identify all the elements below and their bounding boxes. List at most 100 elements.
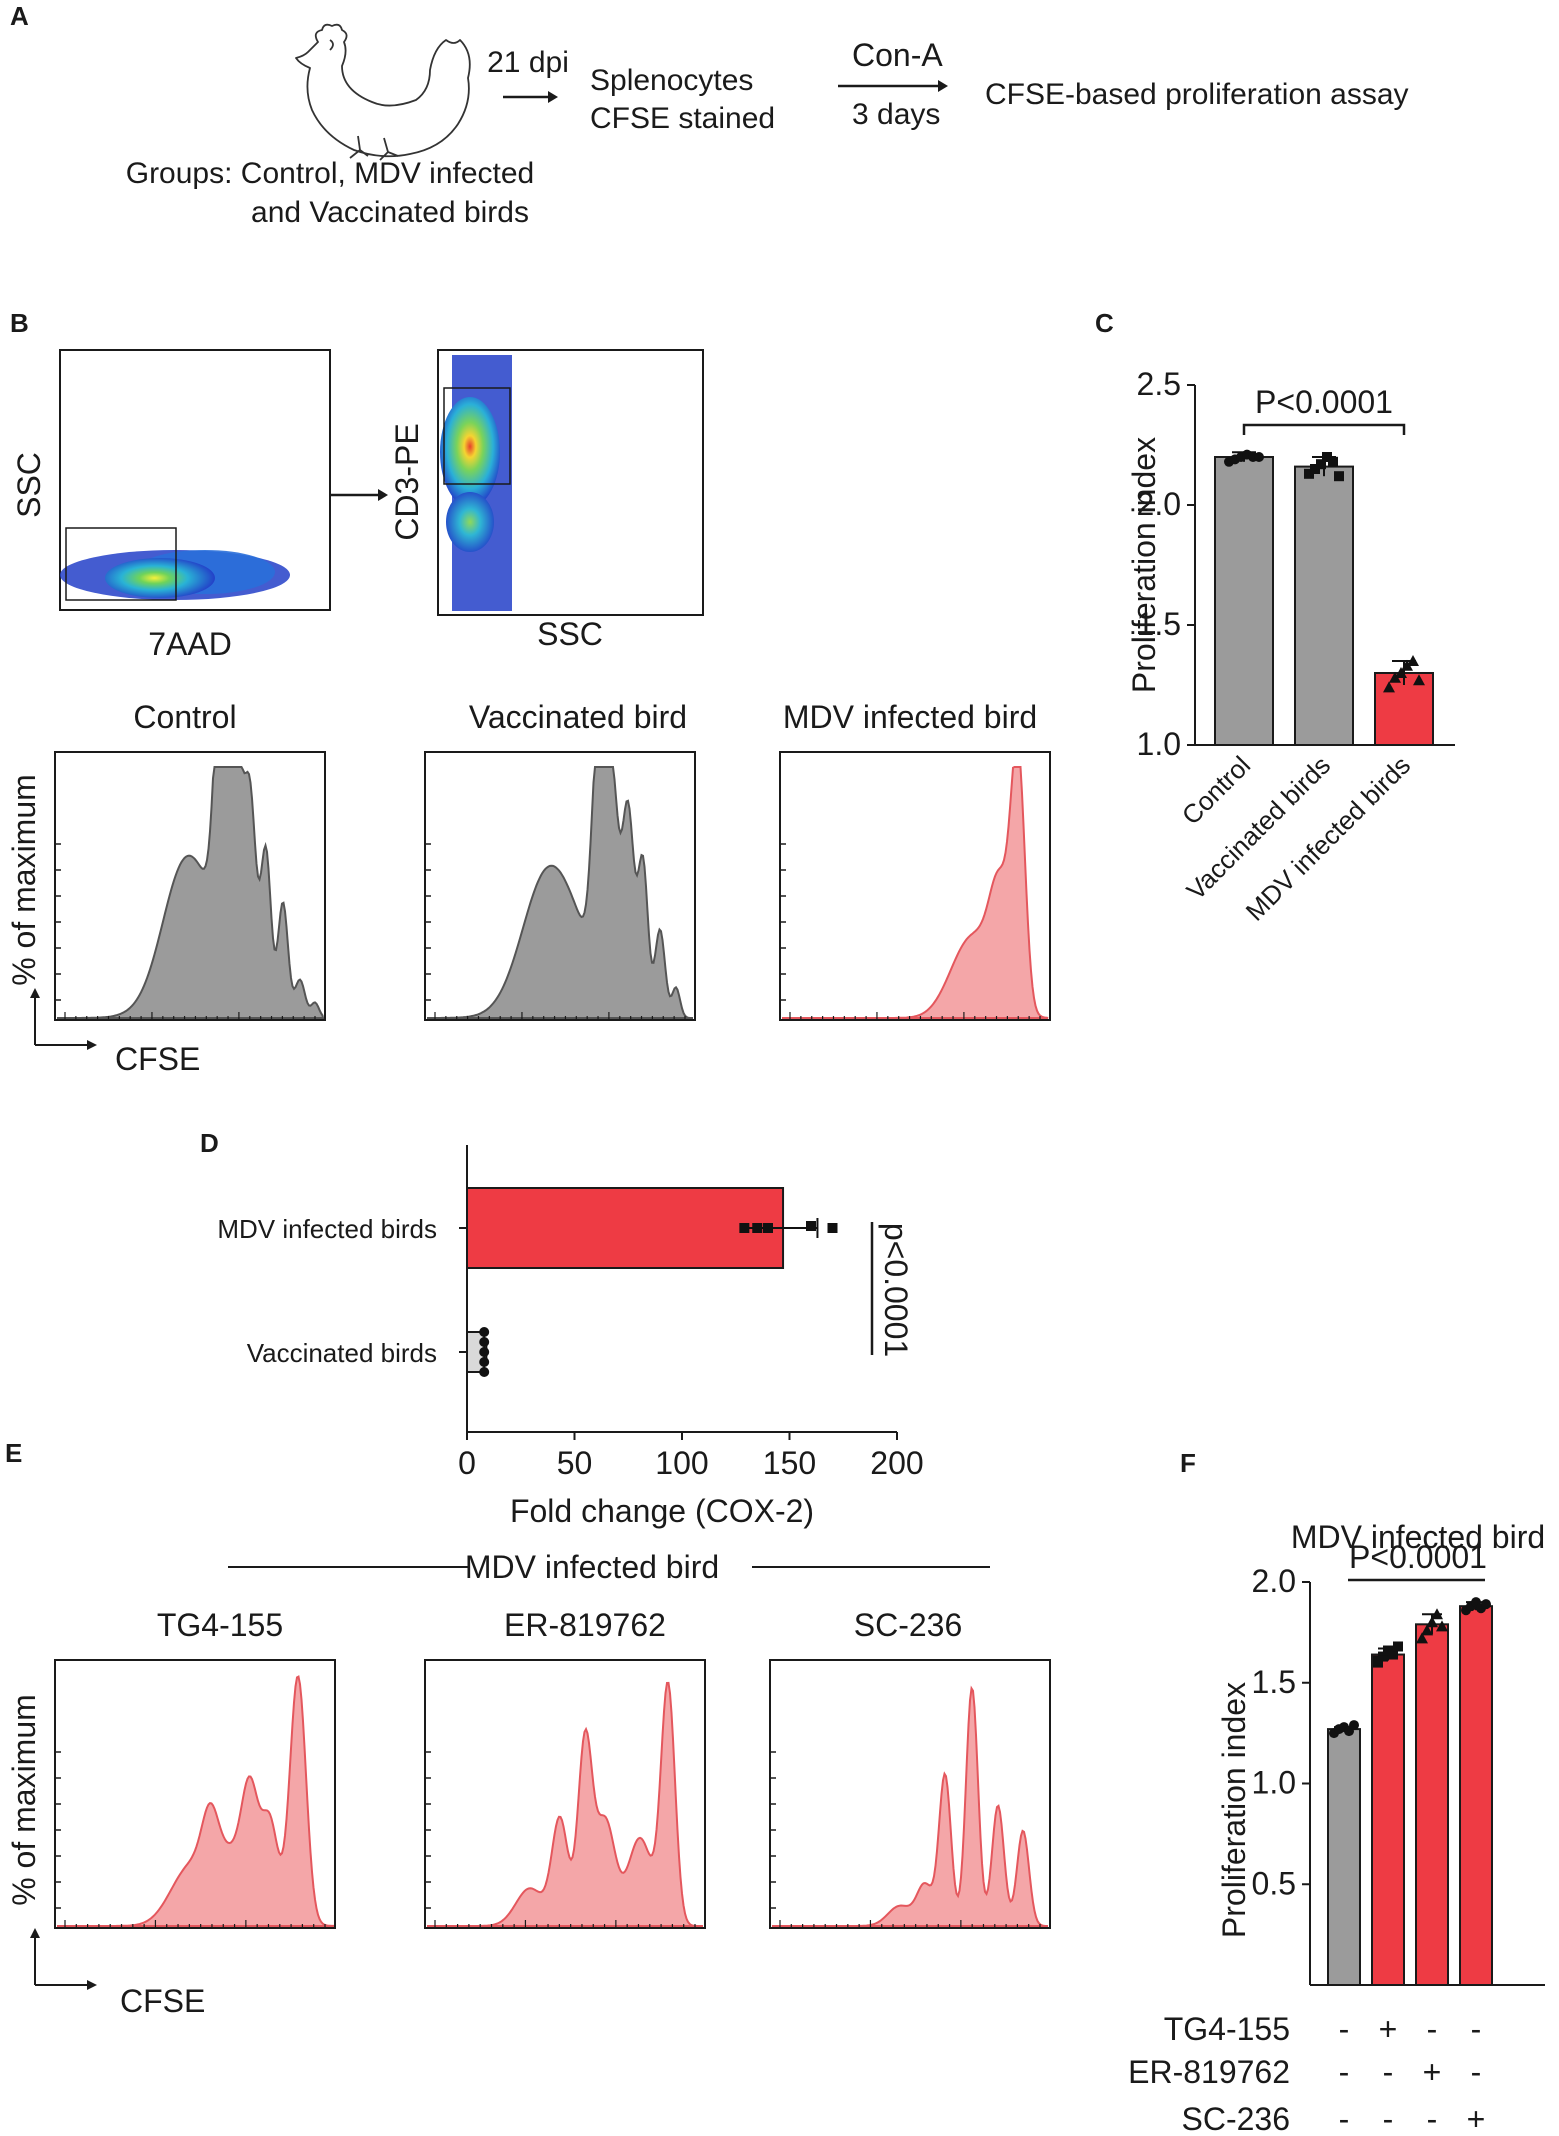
- data-point: [1413, 674, 1425, 686]
- data-point: [1322, 452, 1332, 462]
- data-point: [1407, 655, 1419, 666]
- hist-frame: [424, 1659, 706, 1929]
- treatment-label: TG4-155: [1164, 2011, 1290, 2047]
- data-point: [479, 1347, 490, 1357]
- panel-e-header-label: MDV infected bird: [465, 1549, 719, 1585]
- dotplot-cd3-ssc: CD3-PE SSC: [389, 349, 704, 652]
- x-tick-label: 50: [557, 1445, 593, 1481]
- hist-curve: [57, 766, 325, 1019]
- treatment-mark: -: [1427, 2101, 1438, 2136]
- dotplot1-ylabel: SSC: [11, 452, 47, 518]
- treatment-label: ER-819762: [1128, 2054, 1290, 2090]
- data-point: [1349, 1720, 1359, 1731]
- arrow-right-icon: [330, 489, 388, 501]
- hist-frame: [779, 751, 1051, 1021]
- hist-ylabel: % of maximum: [6, 1694, 42, 1906]
- hist-curve: [427, 766, 693, 1019]
- data-point: [1304, 468, 1314, 479]
- treatment-mark: -: [1427, 2011, 1438, 2047]
- bar: [1371, 1653, 1405, 1987]
- bar: [1294, 465, 1354, 746]
- significance-label: p<0.0001: [878, 1223, 914, 1357]
- x-tick-label: Control: [1176, 750, 1256, 830]
- chart-title: MDV infected bird: [1291, 1519, 1545, 1555]
- chart-f: MDV infected bird 0.5 1.0 1.5 2.0 Proliferati…: [1128, 1519, 1545, 2136]
- chicken-icon: [295, 23, 471, 161]
- panel-label-e: E: [5, 1438, 22, 1468]
- y-tick-label: 2.5: [1137, 366, 1181, 402]
- data-point: [1388, 1649, 1398, 1660]
- x-axis-label: Fold change (COX-2): [510, 1493, 814, 1529]
- data-point: [1316, 459, 1326, 470]
- y-tick-label: Vaccinated birds: [247, 1338, 437, 1368]
- hist-curve: [782, 766, 1049, 1019]
- hist-title: ER-819762: [504, 1607, 666, 1643]
- hist-frame: [54, 751, 326, 1021]
- hist-ylabel: % of maximum: [6, 774, 42, 986]
- hist-frame: [424, 751, 696, 1021]
- treatment-mark: +: [1467, 2101, 1486, 2136]
- x-tick-label: 100: [655, 1445, 708, 1481]
- histograms-e: TG4-155 ER-819762 SC-236 % of maximum CF…: [6, 1607, 1051, 2019]
- dotplot-ssc-7aad: SSC 7AAD: [11, 349, 331, 662]
- treatment-label: SC-236: [1182, 2101, 1291, 2136]
- data-point: [1334, 471, 1344, 482]
- data-point: [1436, 1620, 1448, 1632]
- step2-line-2: 3 days: [852, 98, 940, 131]
- hist-title: Vaccinated bird: [469, 699, 687, 735]
- data-point: [1401, 659, 1413, 671]
- hist-title: Control: [133, 699, 236, 735]
- histograms-b: Control Vaccinated bird MDV infected bir…: [6, 699, 1051, 1077]
- data-point: [1481, 1599, 1491, 1610]
- axis-arrows-icon: [30, 988, 97, 1050]
- treatment-mark: +: [1423, 2054, 1442, 2090]
- treatment-mark: -: [1383, 2054, 1394, 2090]
- y-tick-label: MDV infected birds: [217, 1214, 437, 1244]
- x-tick-label: Vaccinated birds: [1180, 750, 1336, 906]
- data-point: [739, 1223, 750, 1233]
- step3-label: CFSE-based proliferation assay: [985, 78, 1409, 111]
- groups-line-1: Groups: Control, MDV infected: [126, 157, 535, 190]
- data-point: [1416, 1632, 1428, 1644]
- step1-time: 21 dpi: [487, 46, 569, 79]
- hist-title: MDV infected bird: [783, 699, 1037, 735]
- panel-label-c: C: [1095, 308, 1114, 338]
- treatment-mark: -: [1339, 2011, 1350, 2047]
- axis-arrows-icon: [30, 1928, 97, 1990]
- panel-label-d: D: [200, 1128, 219, 1158]
- treatment-mark: +: [1379, 2011, 1398, 2047]
- data-point: [1373, 1655, 1383, 1666]
- data-point: [1383, 681, 1395, 693]
- chart-d: 0 50 100 150 200 Fold change (COX-2) MDV infec…: [217, 1145, 924, 1529]
- data-point: [1426, 1616, 1438, 1628]
- treatment-mark: -: [1471, 2011, 1482, 2047]
- data-point: [479, 1367, 490, 1377]
- panel-label-b: B: [10, 308, 29, 338]
- arrow-right-icon: [503, 91, 558, 103]
- data-point: [479, 1337, 490, 1347]
- panel-e-header: MDV infected bird: [228, 1549, 990, 1585]
- dotplot2-ylabel: CD3-PE: [389, 423, 425, 540]
- groups-line-2: and Vaccinated birds: [251, 196, 529, 229]
- y-tick-label: 1.5: [1252, 1664, 1296, 1700]
- bar: [1415, 1623, 1449, 1986]
- data-point: [1389, 671, 1401, 683]
- chart-c: 1.0 1.5 2.0 2.5 Proliferation index ControlVa…: [1126, 366, 1455, 927]
- significance-label: P<0.0001: [1349, 1539, 1487, 1575]
- x-tick-label: 200: [870, 1445, 923, 1481]
- data-point: [1431, 1608, 1443, 1620]
- hist-xlabel: CFSE: [115, 1041, 200, 1077]
- data-point: [1328, 456, 1338, 467]
- significance-bracket: [1242, 423, 1406, 435]
- hist-title: SC-236: [854, 1607, 963, 1643]
- panel-label-a: A: [10, 1, 29, 31]
- hist-frame: [769, 1659, 1051, 1929]
- hist-curve: [427, 1681, 703, 1927]
- data-point: [1393, 1641, 1403, 1652]
- step1-line-2: CFSE stained: [590, 102, 775, 135]
- data-point: [763, 1223, 773, 1233]
- y-tick-label: 1.5: [1137, 606, 1181, 642]
- y-axis-label: Proliferation index: [1216, 1682, 1252, 1938]
- treatment-mark: -: [1383, 2101, 1394, 2136]
- hist-curve: [772, 1685, 1048, 1927]
